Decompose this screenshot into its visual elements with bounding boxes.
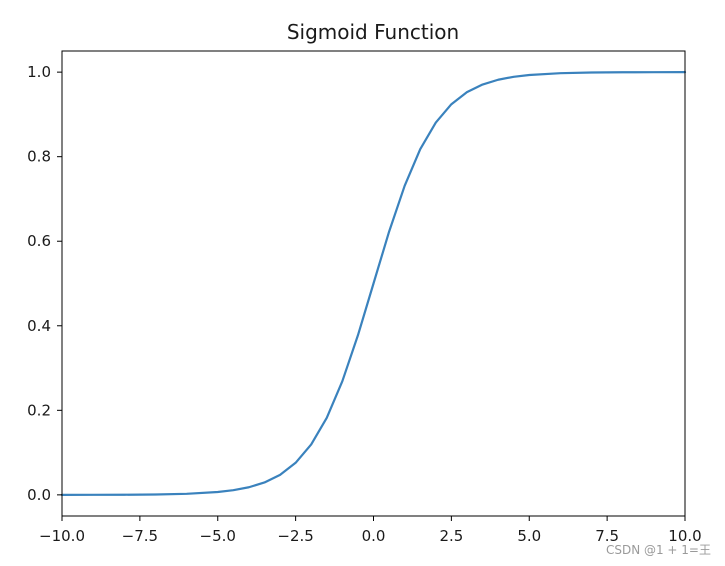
x-tick-label: 7.5 [595,527,619,545]
x-tick-label: −2.5 [277,527,313,545]
y-tick-label: 1.0 [27,63,51,81]
x-tick-label: 5.0 [517,527,541,545]
x-tick-label: 2.5 [439,527,463,545]
y-tick-label: 0.0 [27,486,51,504]
y-tick-label: 0.4 [27,317,51,335]
x-axis: −10.0 −7.5 −5.0 −2.5 0.0 2.5 5.0 7.5 10.0 [39,516,702,545]
y-tick-label: 0.6 [27,232,51,250]
x-tick-label: −7.5 [122,527,158,545]
series-line-0 [60,71,687,496]
chart-title: Sigmoid Function [287,20,459,44]
plot-area [60,71,687,496]
watermark: CSDN @1 + 1=王 [605,543,711,557]
x-tick-label: 0.0 [362,527,386,545]
x-tick-label: 10.0 [668,527,701,545]
y-axis: 0.0 0.2 0.4 0.6 0.8 1.0 [27,63,62,504]
x-tick-label: −10.0 [39,527,85,545]
y-tick-label: 0.2 [27,401,51,419]
x-tick-label: −5.0 [200,527,236,545]
y-tick-label: 0.8 [27,148,51,166]
